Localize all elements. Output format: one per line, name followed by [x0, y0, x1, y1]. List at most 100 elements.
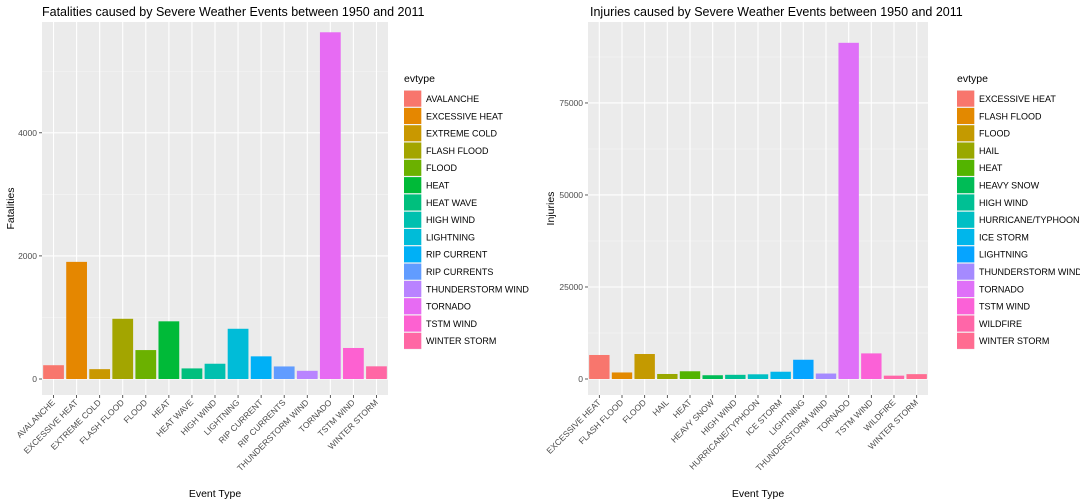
chart-1-y-tick-label: 50000 — [559, 190, 583, 200]
chart-1-bar-hail — [657, 373, 678, 379]
chart-1-legend-swatch-tstm-wind — [957, 298, 975, 315]
chart-1-bar-tstm-wind — [861, 353, 882, 379]
chart-1-legend-label-lightning: LIGHTNING — [979, 250, 1028, 260]
chart-1-x-tick-label: HAIL — [650, 397, 671, 418]
chart-0-x-axis-label: Event Type — [189, 488, 242, 500]
chart-0-bar-lightning — [227, 328, 249, 379]
chart-1-legend-label-winter-storm: WINTER STORM — [979, 336, 1049, 346]
chart-1-legend-label-wildfire: WILDFIRE — [979, 319, 1022, 329]
chart-0-legend-swatch-tornado — [404, 298, 422, 315]
chart-0-bar-high-wind — [204, 363, 226, 379]
chart-0-title: Fatalities caused by Severe Weather Even… — [42, 5, 424, 19]
chart-0-legend-label-flash-flood: FLASH FLOOD — [426, 146, 489, 156]
chart-1-legend-label-excessive-heat: EXCESSIVE HEAT — [979, 94, 1056, 104]
chart-0-bar-heat — [158, 321, 180, 379]
chart-0-bar-rip-current — [250, 356, 272, 379]
chart-1-bar-lightning — [793, 359, 814, 379]
chart-0-legend-label-rip-current: RIP CURRENT — [426, 250, 488, 260]
chart-1-bar-wildfire — [883, 375, 905, 379]
chart-0-legend-swatch-avalanche — [404, 90, 422, 107]
chart-1-y-axis-label: Injuries — [545, 192, 557, 226]
chart-0-y-tick-label: 0 — [32, 374, 37, 384]
fatalities-chart: Fatalities caused by Severe Weather Even… — [5, 5, 529, 500]
chart-1-x-tick-label: FLOOD — [620, 397, 648, 425]
chart-1-bar-excessive-heat — [589, 354, 610, 379]
chart-1-legend-label-tornado: TORNADO — [979, 284, 1024, 294]
chart-1-bar-heavy-snow — [702, 375, 723, 379]
chart-0-legend-swatch-heat — [404, 177, 422, 194]
chart-0-bar-winter-storm — [366, 366, 387, 379]
chart-1-legend-swatch-heavy-snow — [957, 177, 975, 194]
chart-0-legend-swatch-tstm-wind — [404, 315, 422, 332]
chart-1-legend-swatch-heat — [957, 159, 975, 176]
chart-1-y-tick-label: 25000 — [559, 282, 583, 292]
chart-1-legend-label-tstm-wind: TSTM WIND — [979, 302, 1030, 312]
chart-0-legend-swatch-winter-storm — [404, 332, 422, 349]
chart-1-legend-label-flash-flood: FLASH FLOOD — [979, 111, 1042, 121]
chart-1-legend-swatch-wildfire — [957, 315, 975, 332]
chart-1-bar-hurricane-typhoon — [747, 374, 769, 379]
chart-1-legend-swatch-tornado — [957, 280, 975, 297]
chart-0-legend-label-high-wind: HIGH WIND — [426, 215, 475, 225]
chart-0-legend-swatch-rip-current — [404, 246, 422, 263]
chart-0-legend-label-winter-storm: WINTER STORM — [426, 336, 496, 346]
chart-0-legend-swatch-heat-wave — [404, 194, 422, 211]
chart-1-legend-swatch-hurricane-typhoon — [957, 211, 975, 228]
chart-0-legend-swatch-lightning — [404, 229, 422, 246]
chart-1-bar-heat — [679, 371, 701, 379]
chart-0-legend-swatch-high-wind — [404, 211, 422, 228]
chart-1-legend-label-heavy-snow: HEAVY SNOW — [979, 181, 1040, 191]
chart-1-legend-label-hurricane-typhoon: HURRICANE/TYPHOON — [979, 215, 1080, 225]
chart-0-bar-flash-flood — [112, 318, 134, 379]
chart-0-legend-swatch-excessive-heat — [404, 107, 422, 124]
chart-1-legend-swatch-lightning — [957, 246, 975, 263]
chart-0-bar-excessive-heat — [66, 261, 87, 379]
chart-0-x-tick-label: FLOOD — [121, 397, 149, 425]
chart-1-title: Injuries caused by Severe Weather Events… — [590, 5, 963, 19]
chart-1-legend-swatch-flood — [957, 125, 975, 142]
chart-0-legend-swatch-flash-flood — [404, 142, 422, 159]
chart-0-legend-label-thunderstorm-wind: THUNDERSTORM WIND — [426, 284, 529, 294]
chart-0-legend-label-excessive-heat: EXCESSIVE HEAT — [426, 111, 503, 121]
chart-0-legend-swatch-extreme-cold — [404, 125, 422, 142]
chart-1-bar-winter-storm — [906, 374, 927, 379]
chart-0-legend-label-tstm-wind: TSTM WIND — [426, 319, 477, 329]
chart-0-legend-label-heat: HEAT — [426, 181, 450, 191]
chart-1-legend-swatch-high-wind — [957, 194, 975, 211]
chart-1-x-axis-label: Event Type — [732, 488, 785, 500]
chart-0-bar-thunderstorm-wind — [296, 370, 318, 379]
chart-0-legend-label-avalanche: AVALANCHE — [426, 94, 479, 104]
chart-1-legend-swatch-thunderstorm-wind — [957, 263, 975, 280]
chart-0-legend-swatch-flood — [404, 159, 422, 176]
chart-1-bar-thunderstorm-wind — [815, 373, 837, 379]
chart-1-legend-swatch-flash-flood — [957, 107, 975, 124]
chart-1-legend-label-heat: HEAT — [979, 163, 1003, 173]
chart-1-legend-label-ice-storm: ICE STORM — [979, 232, 1029, 242]
chart-0-legend-label-tornado: TORNADO — [426, 302, 471, 312]
chart-1-legend-swatch-winter-storm — [957, 332, 975, 349]
chart-0-bar-avalanche — [43, 365, 64, 379]
chart-1-bar-flash-flood — [611, 372, 633, 379]
chart-0-bar-rip-currents — [273, 366, 295, 379]
chart-1-legend-label-hail: HAIL — [979, 146, 999, 156]
chart-0-bar-flood — [135, 350, 157, 379]
chart-0-y-tick-label: 4000 — [18, 128, 37, 138]
chart-0-bar-tstm-wind — [343, 347, 364, 379]
chart-1-legend-label-high-wind: HIGH WIND — [979, 198, 1028, 208]
chart-0-legend-label-lightning: LIGHTNING — [426, 232, 475, 242]
chart-1-y-tick-label: 0 — [578, 374, 583, 384]
chart-1-bar-tornado — [838, 42, 859, 379]
chart-1-y-tick-label: 75000 — [559, 98, 583, 108]
chart-1-legend-label-flood: FLOOD — [979, 129, 1011, 139]
chart-0-bar-extreme-cold — [89, 369, 111, 379]
chart-1-legend-swatch-hail — [957, 142, 975, 159]
chart-0-legend-label-flood: FLOOD — [426, 163, 458, 173]
chart-1-bar-flood — [634, 354, 655, 379]
chart-0-bar-heat-wave — [181, 368, 203, 379]
chart-1-legend-swatch-excessive-heat — [957, 90, 975, 107]
chart-0-legend-swatch-thunderstorm-wind — [404, 280, 422, 297]
chart-0-bar-tornado — [319, 32, 341, 379]
chart-0-legend: evtype AVALANCHE EXCESSIVE HEAT EXTREME COL… — [404, 73, 529, 350]
chart-1-legend-label-thunderstorm-wind: THUNDERSTORM WIND — [979, 267, 1080, 277]
chart-0-legend-label-extreme-cold: EXTREME COLD — [426, 129, 498, 139]
